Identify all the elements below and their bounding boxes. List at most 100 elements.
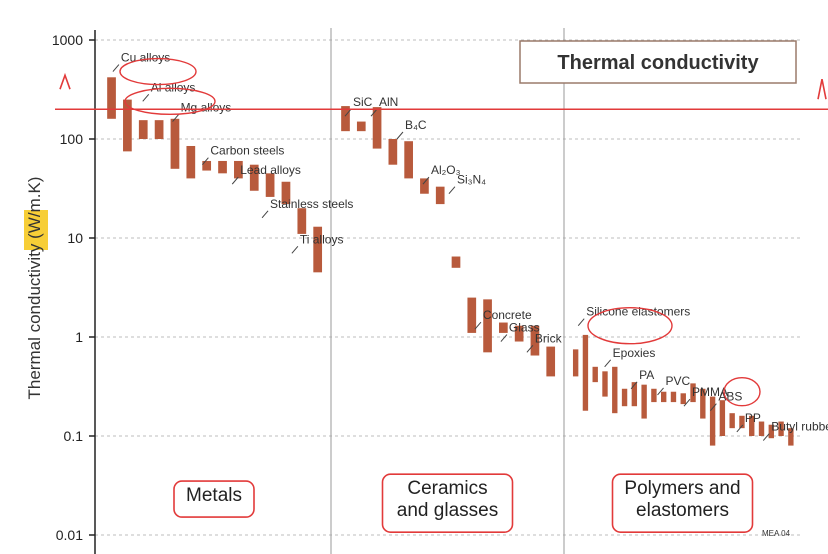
leader-line	[736, 424, 744, 433]
range-bar	[514, 325, 524, 342]
material-label: Al alloys	[151, 80, 196, 94]
category-label: and glasses	[397, 500, 498, 521]
range-bar	[356, 121, 366, 132]
range-bar	[621, 388, 628, 407]
material-label: Ti alloys	[300, 232, 344, 246]
material-label: Concrete	[483, 308, 532, 322]
leader-line	[344, 108, 352, 117]
range-bar	[451, 256, 461, 268]
leader-line	[172, 114, 179, 122]
chart-title: Thermal conductivity	[557, 52, 759, 74]
leader-line	[261, 210, 269, 219]
y-tick-label: 100	[60, 131, 84, 147]
leader-line	[112, 64, 120, 72]
leader-line	[683, 398, 691, 407]
range-bar	[788, 428, 794, 446]
range-bar	[729, 413, 735, 429]
range-bar	[483, 299, 492, 353]
leader-line	[291, 246, 299, 254]
leader-line	[657, 387, 664, 396]
leader-line	[526, 345, 534, 353]
material-label: Butyl rubber	[771, 420, 828, 434]
range-bar	[186, 145, 196, 179]
range-bar	[572, 349, 579, 377]
range-bar	[249, 164, 259, 191]
material-label: Epoxies	[613, 346, 656, 360]
range-bar	[404, 141, 413, 179]
material-label: Cu alloys	[121, 51, 170, 65]
material-label: PP	[745, 411, 761, 425]
range-bar	[170, 118, 180, 169]
chart-title-box: Thermal conductivity	[519, 40, 797, 84]
circle-highlight	[723, 377, 761, 407]
leader-line	[396, 131, 404, 140]
material-label: AlN	[379, 95, 398, 109]
range-bar	[670, 391, 677, 403]
material-label: Al₂O₃	[431, 163, 461, 177]
material-label: Brick	[535, 331, 563, 345]
range-bar	[651, 388, 657, 403]
range-bar	[202, 160, 212, 171]
range-bar	[592, 366, 598, 383]
range-bar	[435, 186, 445, 205]
category-dividers	[330, 28, 565, 554]
material-label: PA	[639, 368, 654, 382]
range-bar	[420, 178, 429, 194]
grid-lines	[89, 39, 800, 536]
range-bar	[739, 415, 745, 429]
range-bars	[107, 77, 794, 446]
circle-highlight	[587, 307, 673, 345]
range-bar	[123, 99, 132, 152]
range-bar	[641, 384, 647, 419]
category-label: Metals	[186, 485, 242, 506]
range-bar	[546, 346, 556, 377]
figure-code: MEA 04	[762, 529, 791, 538]
range-bar	[778, 421, 784, 436]
range-bar	[499, 322, 508, 333]
y-tick-label: 1	[75, 329, 83, 345]
range-bar	[313, 226, 323, 273]
range-bar	[709, 396, 716, 446]
y-tick-label: 1000	[52, 32, 83, 48]
leader-line	[577, 318, 585, 327]
range-bar	[138, 120, 148, 139]
material-label: Stainless steels	[270, 197, 353, 211]
arrow-mark	[59, 72, 71, 90]
y-tick-labels: 1000 100 10 1 0.1 0.01	[52, 32, 83, 543]
material-label: Si₃N₄	[457, 173, 486, 187]
material-label: PMMA	[692, 385, 728, 399]
range-bar	[530, 325, 540, 356]
category-label: Ceramics	[407, 478, 487, 499]
range-bar	[612, 366, 618, 414]
material-label: Glass	[509, 321, 540, 335]
label-highlight	[24, 210, 48, 250]
leader-line	[202, 157, 209, 166]
y-tick-label: 0.1	[64, 428, 84, 444]
material-label: Carbon steels	[210, 144, 284, 158]
range-bar	[234, 160, 243, 179]
material-label: Lead alloys	[240, 163, 301, 177]
leader-line	[710, 403, 717, 412]
range-bar	[661, 391, 667, 403]
range-bar	[372, 107, 382, 149]
leader-line	[422, 176, 430, 185]
category-box	[611, 473, 754, 533]
range-bar	[297, 208, 307, 234]
category-box	[381, 473, 514, 533]
range-bar	[467, 297, 477, 333]
leader-line	[604, 359, 612, 368]
range-bar	[749, 415, 755, 436]
leader-line	[500, 334, 508, 342]
y-tick-label: 0.01	[56, 527, 83, 543]
range-bar	[388, 139, 398, 165]
circle-highlight	[124, 87, 216, 116]
leader-line	[474, 321, 482, 330]
leader-line	[142, 94, 150, 102]
material-label: SiC	[353, 95, 373, 109]
range-bar	[680, 393, 686, 405]
range-bar	[719, 400, 726, 436]
range-bar	[700, 388, 706, 419]
arrow-mark	[817, 79, 827, 100]
